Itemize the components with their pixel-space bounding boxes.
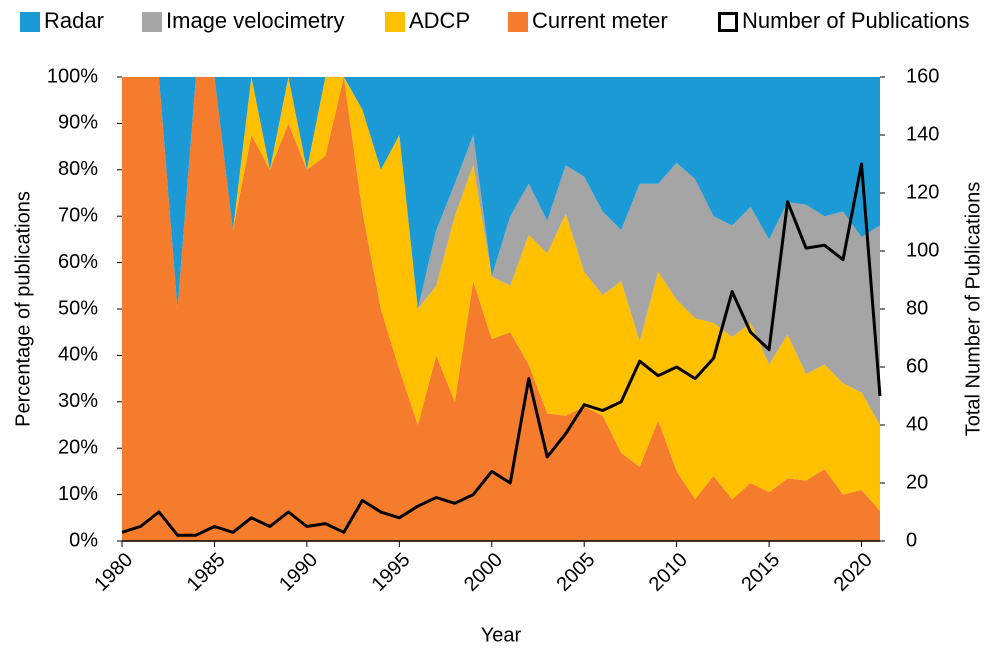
- legend-swatch: [20, 12, 40, 32]
- y2-tick-label: 60: [906, 355, 928, 377]
- y-tick-label: 80%: [58, 158, 98, 180]
- x-tick-label: 2015: [737, 549, 784, 596]
- y2-tick-label: 40: [906, 413, 928, 435]
- legend-swatch: [385, 12, 405, 32]
- x-tick-label: 1980: [90, 549, 137, 596]
- x-tick-label: 2020: [830, 549, 877, 596]
- x-tick-label: 1995: [368, 549, 415, 596]
- legend-swatch: [718, 12, 738, 32]
- y2-tick-label: 100: [906, 239, 939, 261]
- y-tick-label: 70%: [58, 204, 98, 226]
- y-tick-label: 50%: [58, 297, 98, 319]
- area: [122, 77, 880, 511]
- legend-swatch: [508, 12, 528, 32]
- legend-label: Image velocimetry: [166, 8, 345, 33]
- legend-label: Current meter: [532, 8, 668, 33]
- y-tick-label: 100%: [47, 65, 98, 87]
- x-tick-label: 2005: [552, 549, 599, 596]
- legend-swatch: [142, 12, 162, 32]
- y2-tick-label: 0: [906, 529, 917, 551]
- x-tick-label: 2000: [460, 549, 507, 596]
- y2-tick-label: 160: [906, 65, 939, 87]
- line: [121, 162, 882, 537]
- x-axis-title: Year: [481, 624, 522, 646]
- y2-tick-label: 140: [906, 123, 939, 145]
- y-tick-label: 30%: [58, 390, 98, 412]
- y2-axis-title: Total Number of Publications: [962, 182, 984, 437]
- legend-label: ADCP: [409, 8, 470, 33]
- x-tick-label: 1990: [275, 549, 322, 596]
- y-tick-label: 10%: [58, 483, 98, 505]
- y-tick-label: 20%: [58, 436, 98, 458]
- area: [122, 77, 880, 425]
- y-axis-title: Percentage of publications: [12, 191, 34, 427]
- x-tick-label: 2010: [645, 549, 692, 596]
- y2-tick-label: 20: [906, 471, 928, 493]
- y-tick-label: 0%: [69, 529, 98, 551]
- area: [122, 77, 880, 541]
- y-tick-label: 60%: [58, 251, 98, 273]
- legend-label: Radar: [44, 8, 104, 33]
- y-tick-label: 90%: [58, 112, 98, 134]
- y-tick-label: 40%: [58, 344, 98, 366]
- y2-tick-label: 80: [906, 297, 928, 319]
- x-tick-label: 1985: [183, 549, 230, 596]
- area: [122, 77, 880, 309]
- y2-tick-label: 120: [906, 181, 939, 203]
- legend-label: Number of Publications: [742, 8, 969, 33]
